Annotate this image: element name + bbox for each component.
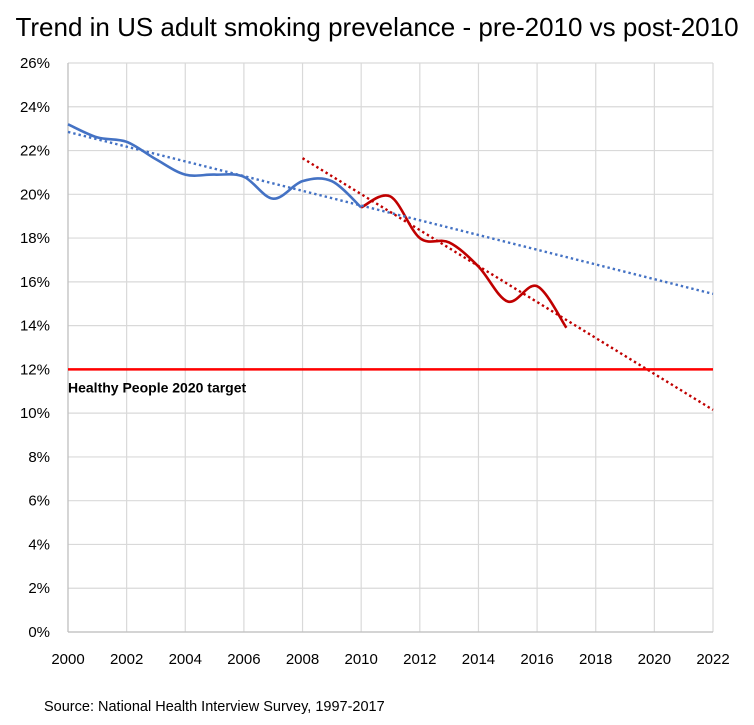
trendline-post-2010-linear-trend (301, 157, 714, 411)
y-tick-label: 0% (28, 624, 50, 641)
y-tick-label: 24% (20, 99, 50, 116)
x-tick-label: 2014 (462, 651, 495, 668)
x-tick-label: 2016 (520, 651, 553, 668)
x-tick-label: 2000 (51, 651, 84, 668)
target-annotation: Healthy People 2020 target (68, 379, 247, 395)
x-tick-label: 2010 (344, 651, 377, 668)
x-tick-label: 2012 (403, 651, 436, 668)
y-tick-label: 2% (28, 580, 50, 597)
x-tick-label: 2018 (579, 651, 612, 668)
y-tick-label: 14% (20, 318, 50, 335)
y-tick-label: 22% (20, 143, 50, 160)
x-tick-label: 2020 (638, 651, 671, 668)
gridlines (67, 62, 714, 633)
chart-title: Trend in US adult smoking prevelance - p… (15, 12, 738, 42)
x-tick-label: 2006 (227, 651, 260, 668)
y-tick-label: 8% (28, 449, 50, 466)
y-tick-label: 16% (20, 274, 50, 291)
y-axis-ticks: 0% 2% 4% 6% 8% 10% 12% 14% 16% 18% 20% 22% 24% 26% (20, 55, 50, 641)
y-tick-label: 6% (28, 493, 50, 510)
y-tick-label: 10% (20, 405, 50, 422)
y-tick-label: 18% (20, 230, 50, 247)
series-group (67, 123, 714, 411)
x-tick-label: 2004 (169, 651, 202, 668)
axes (67, 63, 713, 633)
x-tick-label: 2022 (696, 651, 729, 668)
x-tick-label: 2008 (286, 651, 319, 668)
y-tick-label: 12% (20, 361, 50, 378)
x-tick-label: 2002 (110, 651, 143, 668)
series-line-post-2010-prevalence (360, 194, 568, 329)
y-tick-label: 26% (20, 55, 50, 72)
y-tick-label: 4% (28, 536, 50, 553)
x-axis-ticks: 2000 2002 2004 2006 2008 2010 2012 2014 2016 2018… (51, 651, 729, 668)
source-note: Source: National Health Interview Survey… (44, 699, 385, 715)
y-tick-label: 20% (20, 186, 50, 203)
